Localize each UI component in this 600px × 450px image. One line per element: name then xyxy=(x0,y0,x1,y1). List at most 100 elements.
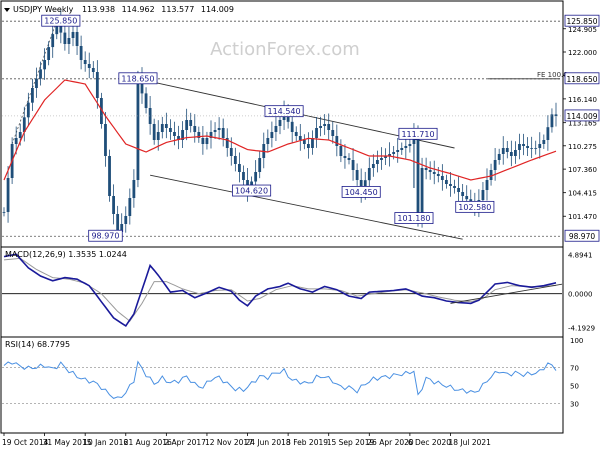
candle-body xyxy=(209,132,213,138)
candle-body xyxy=(185,120,189,130)
candle-body xyxy=(392,152,396,154)
candle-body xyxy=(63,32,67,44)
price-highlight-label: 118.650 xyxy=(566,75,597,84)
candle-body xyxy=(128,198,132,216)
price-title-group: USDJPY Weekly 113.938 114.962 113.577 11… xyxy=(4,5,234,14)
price-annotation-box xyxy=(264,105,304,118)
price-tick-label: 101.470 xyxy=(568,213,597,221)
candle-body xyxy=(173,132,176,136)
candle-body xyxy=(124,216,128,224)
candle-body xyxy=(331,130,335,136)
candle-body xyxy=(51,34,55,48)
x-tick-label: 12 Nov 2017 xyxy=(205,438,253,447)
candle-body xyxy=(14,138,18,144)
candle-body xyxy=(217,128,221,130)
candle-body xyxy=(298,136,302,140)
price-y-axis: 101.470 104.415 107.360 110.275 113.165 116.1… xyxy=(2,14,600,242)
candle-body xyxy=(290,121,294,132)
price-annotation-box xyxy=(341,185,381,198)
candle-body xyxy=(432,172,436,174)
candle-body xyxy=(497,154,501,160)
candle-body xyxy=(514,150,517,156)
candle-body xyxy=(35,78,38,88)
candle-body xyxy=(400,148,404,150)
candle-body xyxy=(169,128,172,132)
candle-body xyxy=(152,124,156,140)
price-annotation-box xyxy=(455,200,495,213)
price-highlight-label: 114.009 xyxy=(566,112,597,121)
candle-body xyxy=(31,88,34,103)
x-tick-label: 26 Apr 2020 xyxy=(367,438,414,447)
price-annotation-label: 102.580 xyxy=(458,203,491,212)
candle-body xyxy=(526,146,529,148)
price-highlight-box xyxy=(564,14,600,27)
watermark: ActionForex.com xyxy=(210,39,360,60)
candle-body xyxy=(270,132,274,138)
fib-extension-label: FE 100.0 xyxy=(537,71,568,79)
rsi-panel-frame xyxy=(0,336,564,434)
price-highlight-box xyxy=(564,109,600,122)
candle-body xyxy=(242,172,245,180)
candle-body xyxy=(39,69,42,79)
dropdown-triangle-icon xyxy=(4,8,10,12)
candle-body xyxy=(457,188,460,192)
candle-body xyxy=(355,170,359,180)
macd-tick-label: -4.1929 xyxy=(568,324,595,332)
candle-body xyxy=(140,78,144,94)
candle-body xyxy=(323,124,327,126)
rsi-tick-label: 70 xyxy=(570,364,579,372)
price-annotation-label: 104.620 xyxy=(235,187,268,196)
candle-body xyxy=(75,32,79,46)
candle-body xyxy=(380,158,383,160)
candle-body xyxy=(376,160,379,164)
x-tick-label: 15 Sep 2019 xyxy=(327,438,375,447)
candle-body xyxy=(108,156,111,196)
macd-line xyxy=(3,253,557,327)
candle-body xyxy=(266,138,270,144)
candle-body xyxy=(205,138,209,144)
macd-trendline xyxy=(450,283,563,304)
price-annotation-box xyxy=(232,184,272,197)
candle-body xyxy=(144,93,148,108)
candle-body xyxy=(229,148,233,156)
candle-body xyxy=(112,196,115,214)
candle-body xyxy=(440,176,444,180)
candle-body xyxy=(538,144,542,148)
candle-body xyxy=(95,72,99,98)
candle-body xyxy=(461,192,465,196)
price-annotation-label: 111.710 xyxy=(401,130,434,139)
price-tick-label: 110.275 xyxy=(568,143,597,151)
candle-body xyxy=(67,38,71,44)
candle-body xyxy=(518,144,521,150)
candle-body xyxy=(489,170,493,180)
rsi-tick-label: 100 xyxy=(570,337,583,345)
candle-body xyxy=(43,60,46,70)
candle-body xyxy=(177,136,180,140)
candle-body xyxy=(2,212,6,213)
price-tick-label: 104.415 xyxy=(568,190,597,198)
candle-body xyxy=(501,148,505,154)
candle-body xyxy=(408,144,412,146)
candle-body xyxy=(315,128,318,138)
price-annotation-box xyxy=(398,127,438,140)
x-tick-label: 21 Aug 2016 xyxy=(124,438,172,447)
candle-body xyxy=(100,98,103,124)
candle-body xyxy=(420,168,424,219)
price-annotation-label: 98.970 xyxy=(91,232,119,241)
price-highlight-label: 98.970 xyxy=(569,232,595,241)
candle-body xyxy=(351,160,355,170)
candle-body xyxy=(225,138,229,148)
candle-body xyxy=(449,184,452,186)
price-annotation-box xyxy=(394,212,434,224)
candle-body xyxy=(254,172,258,182)
candle-body xyxy=(542,140,546,144)
x-tick-label: 19 Oct 2014 xyxy=(2,438,49,447)
candle-body xyxy=(367,168,371,181)
candle-body xyxy=(404,146,408,148)
candle-body xyxy=(278,120,282,126)
candle-body xyxy=(396,150,400,152)
macd-panel: -4.1929 0.0000 4.8941 xyxy=(2,251,595,332)
candle-body xyxy=(79,46,83,60)
price-highlight-box xyxy=(564,229,600,242)
candle-body xyxy=(148,108,152,124)
